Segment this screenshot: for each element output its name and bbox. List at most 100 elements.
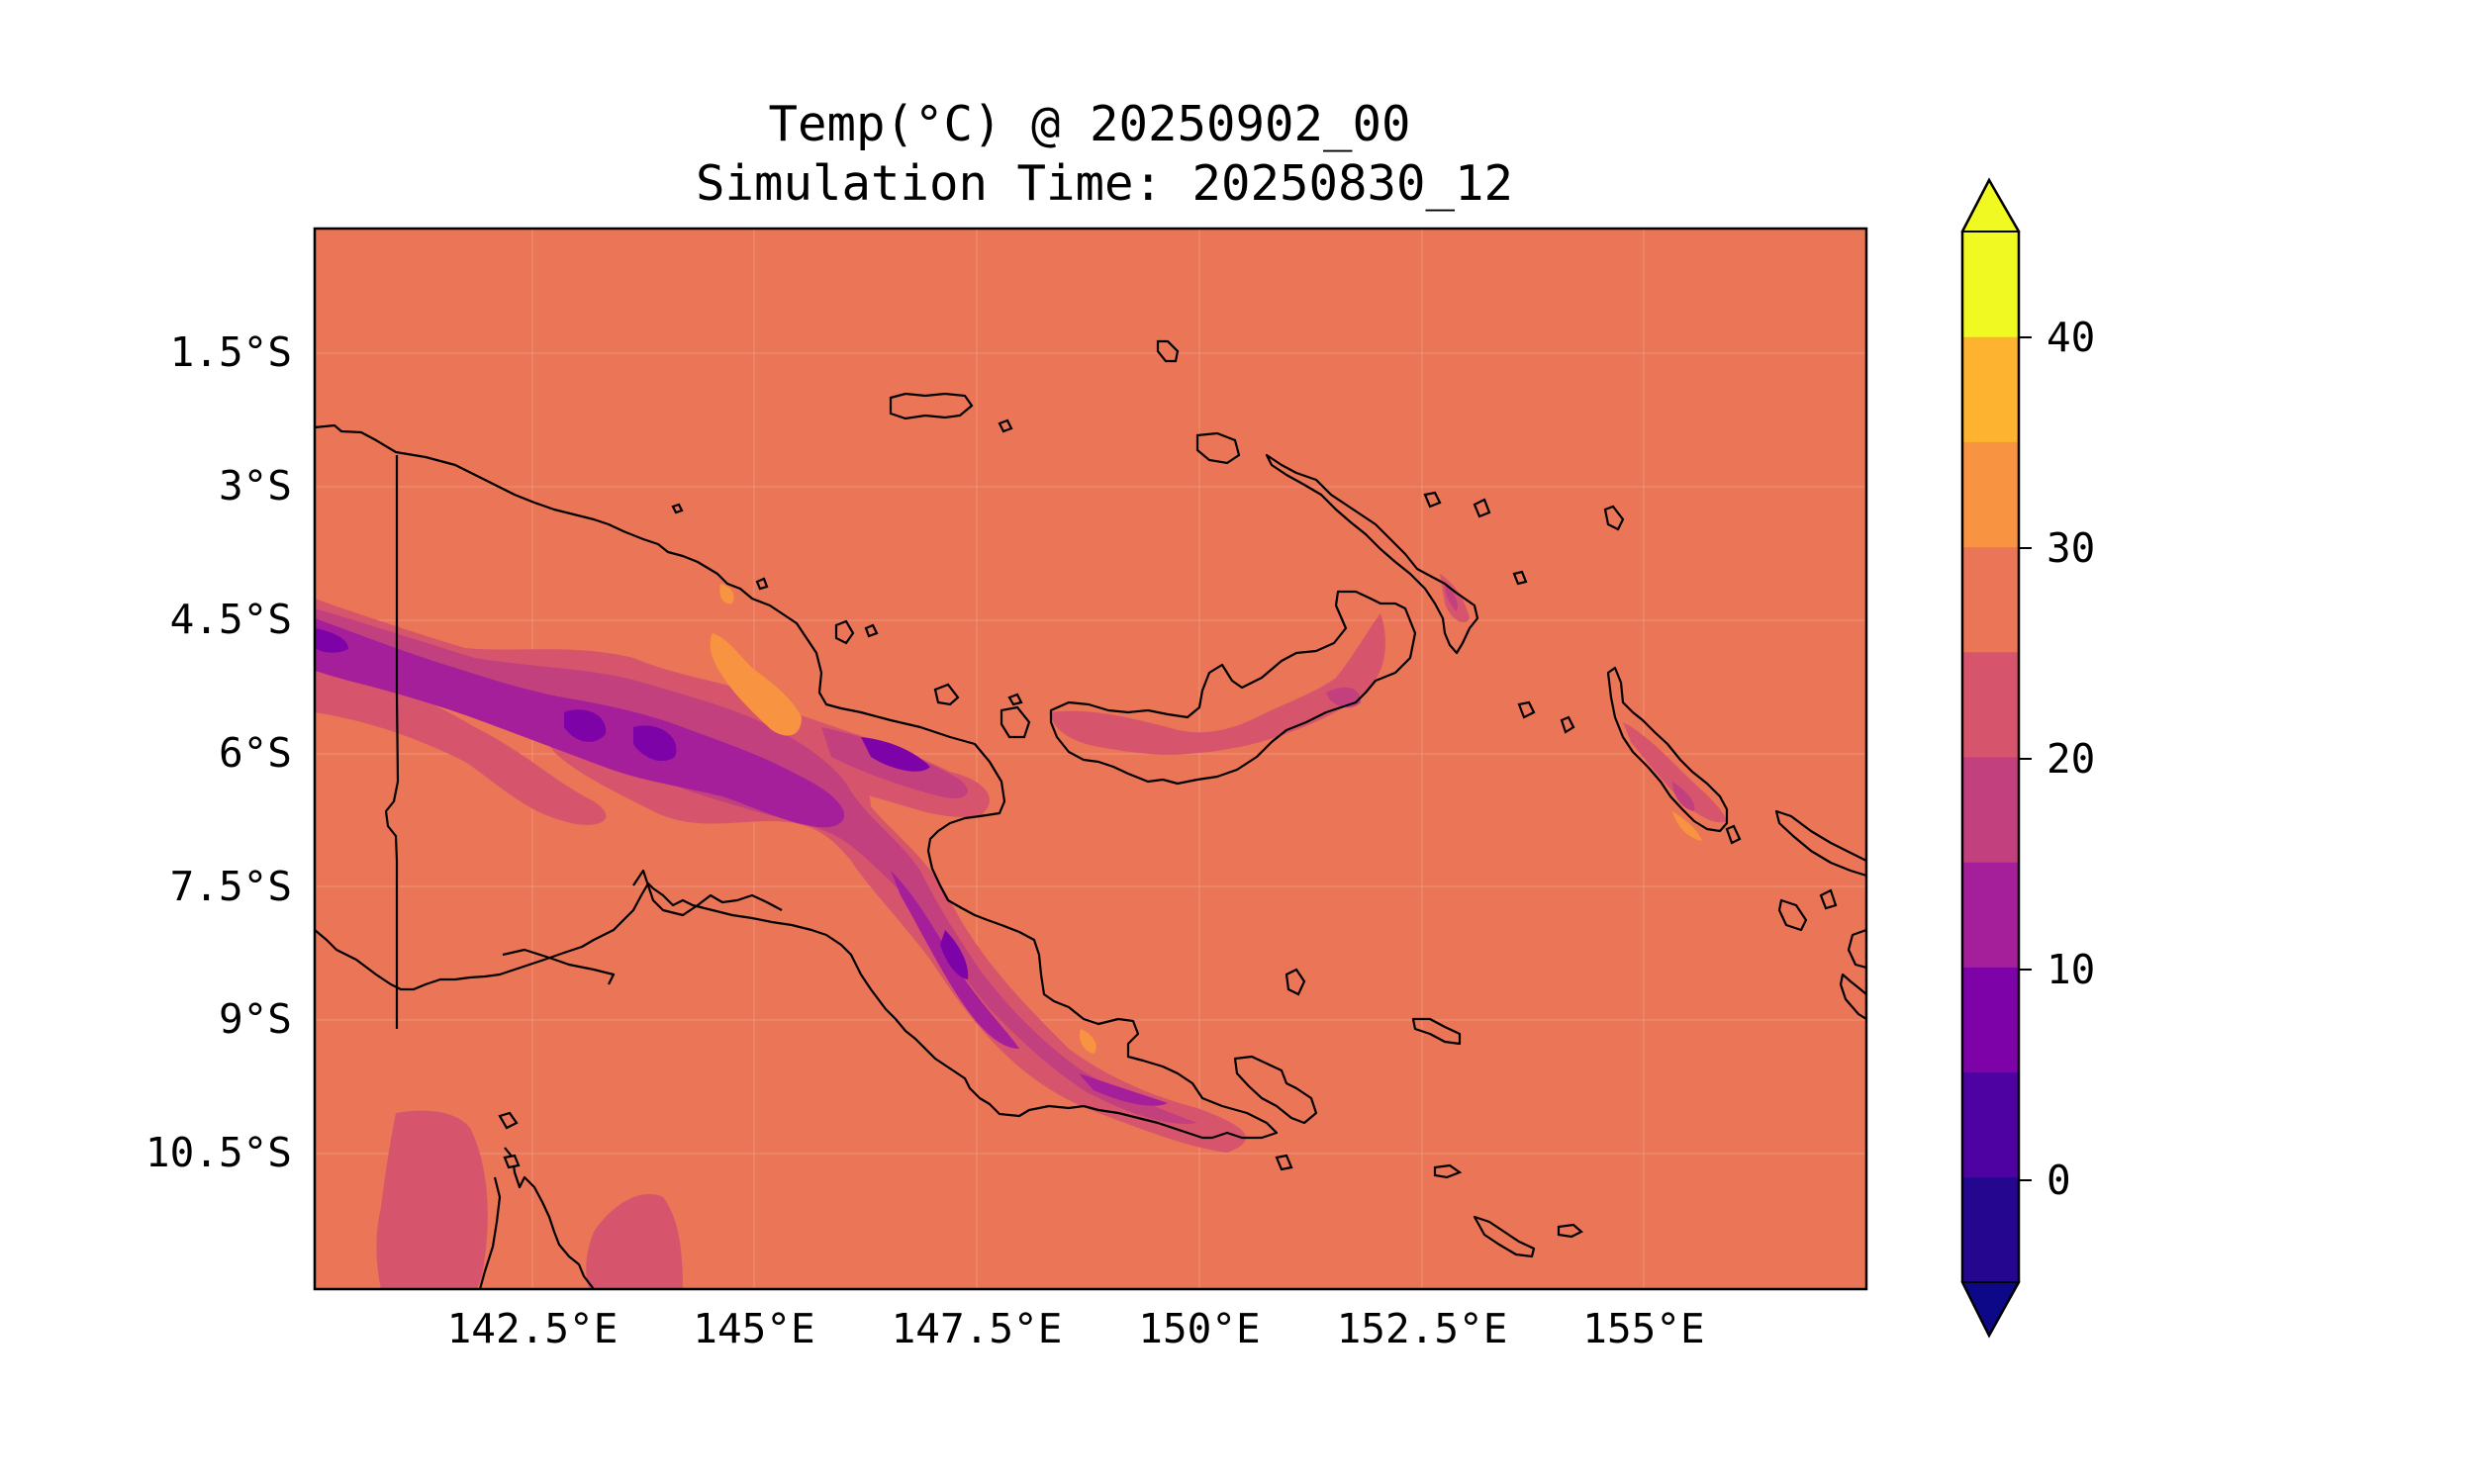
island-tabar (1423, 491, 1442, 509)
colorbar-segment (1962, 862, 2019, 968)
colorbar-tick-label: 10 (2046, 946, 2095, 993)
contour-20-25-capeyork (376, 1110, 488, 1289)
colorbar-tick-label: 20 (2046, 735, 2095, 783)
coastline-cape-york (504, 1147, 595, 1289)
map-frame (313, 227, 1868, 1291)
coastline-bougainville (1606, 666, 1729, 833)
island-wuvulu (671, 503, 684, 514)
lon-tick-label: 152.5°E (1337, 1305, 1508, 1352)
map-background (315, 229, 1866, 1289)
coastline-woodlark (1411, 1017, 1462, 1046)
coastline-dentrecasteaux (1233, 1055, 1318, 1125)
island-umboi (933, 683, 960, 706)
contour-30-35-north (710, 633, 802, 736)
contour-20-25-bougainville (1623, 722, 1727, 823)
colorbar-tick-label: 30 (2046, 524, 2095, 572)
coastline-cape-york-west (478, 1176, 502, 1289)
lat-tick-label: 6°S (219, 729, 292, 777)
island-trobriand (1285, 968, 1306, 996)
border-png-indonesia (384, 455, 400, 1029)
island-torres-2 (503, 1154, 521, 1169)
contour-10-15-tail (1079, 1073, 1168, 1106)
colorbar-tick-label: 0 (2046, 1157, 2071, 1204)
colorbar-segment (1962, 1071, 2019, 1178)
coastline-choiseul-south (1777, 898, 1808, 932)
contour-30-35-bougainville (1672, 811, 1702, 841)
island-yela (1819, 888, 1838, 910)
lon-tick-label: 145°E (693, 1305, 814, 1352)
contour-15-20-newireland (1445, 584, 1458, 611)
island-tanga (1512, 570, 1528, 586)
island-kiriwina (1275, 1154, 1293, 1171)
island-kairiru (755, 577, 769, 591)
island-karkar (999, 705, 1031, 739)
colorbar-outline (1960, 177, 2021, 1339)
contour-20-25-newbritain (1049, 613, 1385, 755)
temperature-contours (315, 574, 1727, 1289)
colorbar-segments (1962, 232, 2019, 1283)
island-feni (1517, 700, 1536, 719)
coastline-new-britain (1049, 590, 1417, 786)
colorbar-tick-label: 40 (2046, 314, 2095, 361)
island-mussau (1156, 339, 1180, 363)
colorbar-segment (1962, 651, 2019, 758)
lat-tick-label: 1.5°S (170, 328, 292, 376)
contour-5-10-core4 (940, 930, 969, 979)
lon-tick-label: 142.5°E (447, 1305, 618, 1352)
lat-tick-label: 9°S (219, 995, 292, 1043)
colorbar-under-triangle (1960, 1281, 2021, 1339)
coastlines (315, 423, 1866, 1289)
island-sudest (1433, 1163, 1463, 1179)
island-admiralty-east (998, 418, 1013, 433)
colorbar-over-triangle (1960, 177, 2021, 232)
lon-tick-label: 155°E (1582, 1305, 1704, 1352)
figure-title-line2: Simulation Time: 20250830_12 (696, 155, 1513, 212)
colorbar-segment (1962, 336, 2019, 442)
island-buka (1603, 505, 1625, 531)
coastline-santa-isabel (1774, 809, 1866, 878)
contour-5-10-core2 (633, 725, 677, 762)
island-green (1560, 715, 1575, 734)
island-crown (1007, 693, 1023, 706)
coastline-new-ireland (1265, 453, 1479, 655)
map-panel (315, 229, 1866, 1289)
small-islands (498, 339, 1838, 1239)
coastline-gulf-inlets (632, 869, 783, 917)
lon-tick-label: 150°E (1138, 1305, 1260, 1352)
island-manus (889, 392, 974, 420)
colorbar-segment (1962, 1176, 2019, 1283)
lat-tick-label: 3°S (219, 462, 292, 510)
island-bagabag (864, 623, 879, 638)
map-gridlines (315, 229, 1866, 1289)
colorbar-segment (1962, 546, 2019, 653)
colorbar-segment (1962, 232, 2019, 337)
contour-5-10-core1 (564, 709, 607, 742)
colorbar-segment (1962, 757, 2019, 863)
coastline-guadalcanal-edge (1847, 928, 1866, 970)
contour-20-25-highlands-west (315, 653, 607, 825)
colorbar-segment (1962, 967, 2019, 1073)
lat-tick-label: 10.5°S (145, 1129, 292, 1176)
contour-5-10-west (315, 628, 348, 653)
contour-5-10-core3 (861, 737, 930, 772)
contour-15-20-bougainville (1672, 782, 1695, 811)
island-long (834, 619, 855, 645)
island-lihir (1473, 498, 1491, 518)
colorbar: 40 30 20 10 0 (1960, 177, 2095, 1339)
coastline-malaita-edge (1839, 973, 1866, 1021)
figure-title-line1: Temp(°C) @ 20250902_00 (768, 96, 1410, 152)
colorbar-ticks: 40 30 20 10 0 (2019, 314, 2095, 1204)
coastline-louisiade (1473, 1215, 1536, 1258)
lon-tick-label: 147.5°E (892, 1305, 1063, 1352)
island-rossel (1557, 1223, 1583, 1239)
contour-20-25-capeyork-east (586, 1193, 683, 1289)
contour-30-35-coast2 (1079, 1029, 1096, 1054)
coastline-fly-river (502, 948, 616, 985)
contour-30-35-coast1 (719, 584, 734, 604)
longitude-ticks: 142.5°E 145°E 147.5°E 150°E 152.5°E 155°… (447, 1305, 1705, 1352)
colorbar-segment (1962, 441, 2019, 548)
contour-10-15-south (891, 871, 1019, 1049)
latitude-ticks: 1.5°S 3°S 4.5°S 6°S 7.5°S 9°S 10.5°S (145, 328, 292, 1176)
island-nissan (1725, 824, 1742, 845)
